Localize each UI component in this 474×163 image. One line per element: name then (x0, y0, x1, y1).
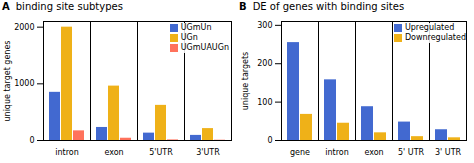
html-text:Upregulated: Upregulated (404, 23, 455, 32)
svg-text:1000: 1000 (14, 79, 34, 88)
svg-text:unique targets: unique targets (241, 52, 250, 110)
html-text:UGmUAUGn: UGmUAUGn (180, 43, 229, 52)
html-text:UGmUn: UGmUn (180, 23, 212, 32)
svg-text:intron: intron (325, 148, 349, 157)
html-text:B: B (239, 1, 247, 12)
svg-text:5' UTR: 5' UTR (398, 148, 425, 157)
svg-text:0: 0 (29, 136, 34, 145)
svg-text:2000: 2000 (14, 23, 34, 32)
svg-text:exon: exon (364, 148, 383, 157)
svg-text:gene: gene (290, 148, 310, 157)
svg-text:100: 100 (257, 98, 272, 107)
html-text:UGn: UGn (180, 33, 198, 42)
svg-text:5'UTR: 5'UTR (149, 148, 173, 157)
html-text:DE of genes with binding sites: DE of genes with binding sites (252, 1, 405, 12)
svg-text:3' UTR: 3' UTR (435, 148, 462, 157)
html-text:Downregulated: Downregulated (404, 33, 466, 42)
svg-text:unique target genes: unique target genes (3, 40, 12, 121)
svg-text:0: 0 (267, 136, 272, 145)
svg-text:exon: exon (104, 148, 123, 157)
html-text:binding site subtypes: binding site subtypes (15, 1, 123, 12)
svg-text:intron: intron (55, 148, 79, 157)
html-text:A: A (2, 1, 10, 12)
svg-text:200: 200 (257, 59, 272, 68)
svg-text:3'UTR: 3'UTR (196, 148, 220, 157)
svg-text:300: 300 (257, 21, 272, 30)
